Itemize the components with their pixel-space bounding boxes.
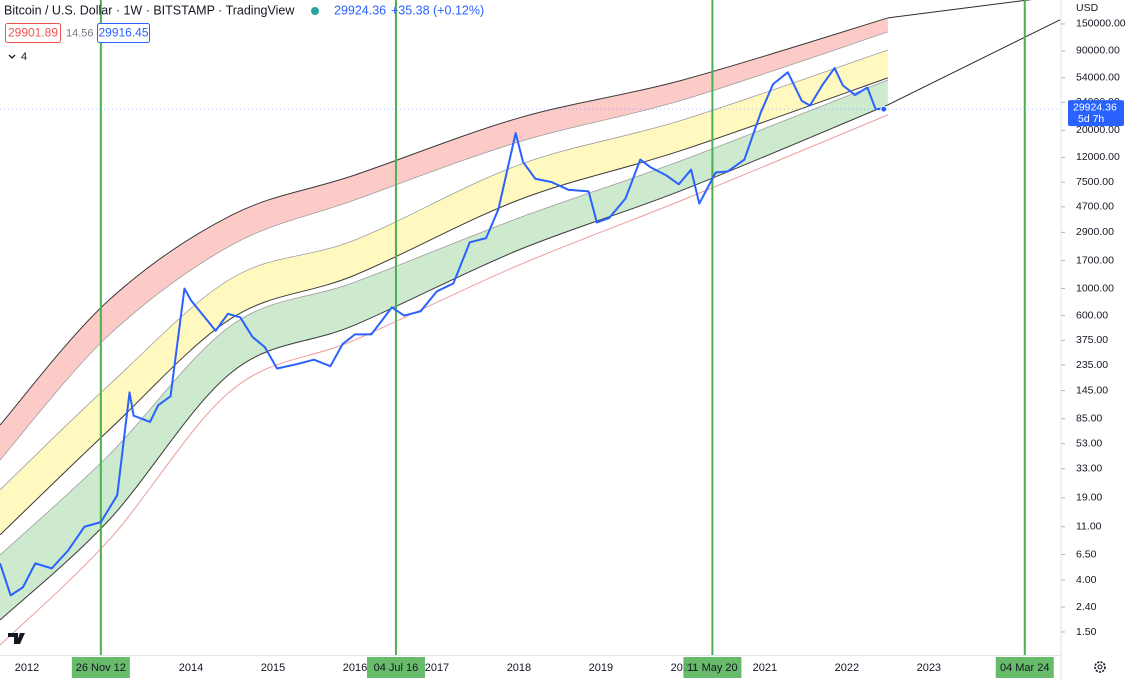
ask-box[interactable]: [97, 23, 150, 43]
x-tick-label: 2015: [261, 662, 285, 674]
y-tick-label: 1700.00: [1076, 254, 1114, 266]
band-lower-edge: [0, 31, 888, 461]
date-marker-label-box: [995, 657, 1054, 678]
gear-icon[interactable]: [1094, 661, 1106, 673]
band-upper-edge: [0, 17, 888, 426]
date-marker-label-box: [683, 657, 742, 678]
price-change: +35.38 (+0.12%): [391, 3, 484, 17]
bid-price[interactable]: 29901.89: [8, 26, 58, 40]
y-tick-label: 11.00: [1076, 521, 1102, 533]
date-marker-label: 04 Jul 16: [374, 662, 419, 674]
logo-shape[interactable]: [8, 633, 25, 644]
projection-line: [887, 0, 1032, 19]
price-line: [0, 67, 884, 597]
ask-price[interactable]: 29916.45: [98, 26, 148, 40]
last-price-box: [1068, 100, 1124, 127]
x-tick-label: 2023: [917, 662, 941, 674]
y-tick-label: 150000.00: [1076, 18, 1126, 30]
spread: 14.56: [66, 27, 94, 39]
x-tick-label: 2014: [179, 662, 203, 674]
last-price-dot: [880, 105, 888, 113]
x-tick-label: 2018: [507, 662, 531, 674]
projection-line: [887, 19, 1060, 106]
y-tick-label: 19.00: [1076, 492, 1102, 504]
y-tick-label: 33.00: [1076, 463, 1102, 475]
indicators-toggle[interactable]: [8, 54, 16, 59]
y-tick-label: 4700.00: [1076, 201, 1114, 213]
y-tick-label: 235.00: [1076, 359, 1108, 371]
date-marker-label: 04 Mar 24: [1000, 662, 1050, 674]
date-marker-label-box: [71, 657, 130, 678]
indicators-count[interactable]: 4: [21, 51, 27, 63]
date-marker-label: 26 Nov 12: [76, 662, 126, 674]
x-tick-label: 2022: [835, 662, 859, 674]
symbol-title[interactable]: Bitcoin / U.S. Dollar · 1W · BITSTAMP · …: [4, 3, 295, 17]
y-tick-label: 2900.00: [1076, 226, 1114, 238]
gear-hub[interactable]: [1097, 664, 1103, 670]
date-marker-label-box: [366, 657, 425, 678]
y-tick-label: 7500.00: [1076, 176, 1114, 188]
plot-area: [0, 0, 1060, 655]
overlay: Bitcoin / U.S. Dollar · 1W · BITSTAMP · …: [4, 2, 1106, 673]
y-tick-label: 6.50: [1076, 548, 1097, 560]
y-tick-label: 2.40: [1076, 601, 1097, 613]
y-tick-label: 145.00: [1076, 384, 1108, 396]
currency-label[interactable]: USD: [1076, 2, 1099, 14]
x-tick-label: 2017: [425, 662, 449, 674]
band-lower-edge: [0, 104, 889, 621]
last-price: 29924.36: [334, 3, 386, 17]
bid-box[interactable]: [5, 23, 61, 43]
band-upper-edge: [0, 49, 888, 491]
y-tick-label: 4.00: [1076, 574, 1097, 586]
y-tick-label: 600.00: [1076, 309, 1108, 321]
band-area: [0, 79, 888, 621]
y-tick-label: 1.50: [1076, 626, 1097, 638]
lower-curve: [0, 114, 889, 646]
y-tick-label: 85.00: [1076, 413, 1102, 425]
x-tick-label: 2016: [343, 662, 367, 674]
y-tick-label: 54000.00: [1076, 72, 1120, 84]
y-tick-label: 90000.00: [1076, 45, 1120, 57]
market-status[interactable]: [311, 7, 319, 15]
y-tick-label: 20000.00: [1076, 124, 1120, 136]
x-tick-label: 2012: [15, 662, 39, 674]
band-lower-edge: [0, 77, 889, 536]
axes: 150000.0090000.0054000.0034000.0020000.0…: [15, 18, 1126, 678]
settings-button[interactable]: [1094, 661, 1106, 673]
band-area: [0, 49, 888, 535]
y-tick-label: 12000.00: [1076, 151, 1120, 163]
band-upper-edge: [0, 79, 888, 556]
x-tick-label: 2021: [753, 662, 777, 674]
y-tick-label: 375.00: [1076, 334, 1108, 346]
tradingview-logo[interactable]: [8, 633, 25, 644]
y-tick-label: 53.00: [1076, 437, 1102, 449]
y-tick-label: 1000.00: [1076, 282, 1114, 294]
countdown-label: 5d 7h: [1078, 113, 1104, 125]
x-tick-label: 2019: [589, 662, 613, 674]
last-price-label: 29924.36: [1073, 101, 1117, 113]
date-marker-label: 11 May 20: [687, 662, 738, 674]
